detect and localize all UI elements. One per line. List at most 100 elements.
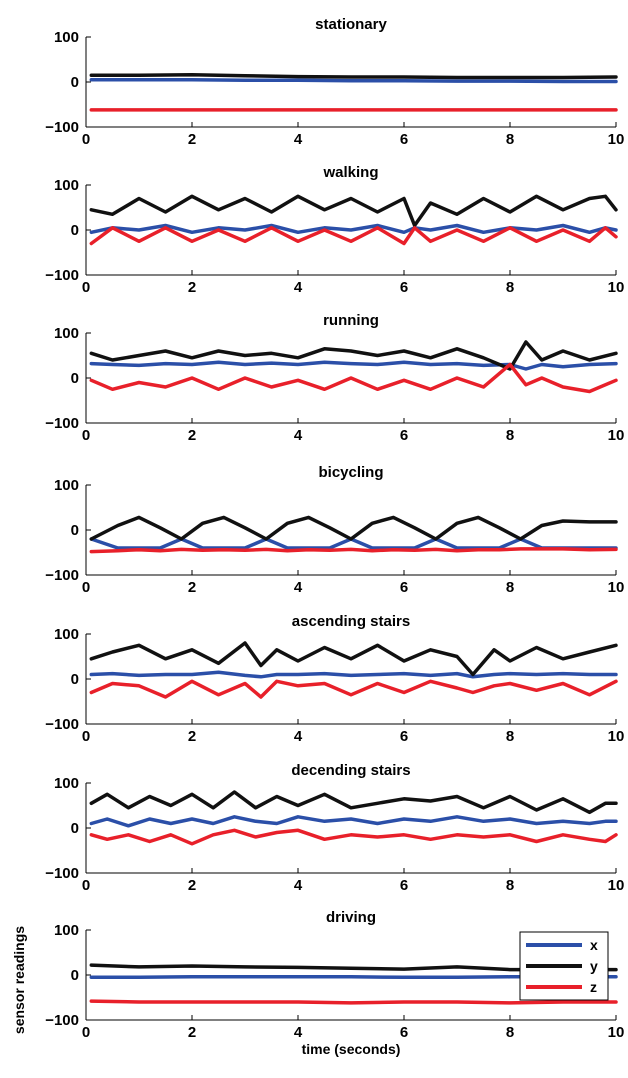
y-tick-label: −100	[45, 716, 79, 733]
series-line-y	[89, 790, 618, 815]
subplot-title: walking	[322, 164, 378, 181]
x-tick-label: 2	[188, 877, 196, 894]
y-tick-label: −100	[45, 567, 79, 584]
y-tick-label: 0	[71, 820, 79, 837]
x-tick-label: 10	[608, 728, 625, 745]
x-tick-label: 4	[294, 427, 303, 444]
y-tick-label: 100	[54, 29, 79, 46]
y-tick-label: 100	[54, 325, 79, 342]
x-tick-label: 10	[608, 579, 625, 596]
x-tick-label: 2	[188, 1024, 196, 1041]
x-tick-label: 6	[400, 1024, 408, 1041]
legend-label-z: z	[590, 979, 597, 995]
series-line-y	[89, 641, 618, 677]
subplot-title: stationary	[315, 16, 387, 33]
y-tick-label: −100	[45, 119, 79, 136]
y-axis-label: sensor readings	[11, 926, 27, 1034]
x-tick-label: 6	[400, 279, 408, 296]
y-tick-label: 0	[71, 522, 79, 539]
subplot-title: ascending stairs	[292, 613, 410, 630]
x-tick-label: 6	[400, 728, 408, 745]
series-line-x	[89, 670, 618, 679]
series-line-x	[89, 78, 618, 84]
x-tick-label: 8	[506, 1024, 514, 1041]
x-tick-label: 10	[608, 279, 625, 296]
series-line-z	[89, 226, 618, 246]
x-tick-label: 4	[294, 131, 303, 148]
x-tick-label: 6	[400, 579, 408, 596]
x-tick-label: 8	[506, 579, 514, 596]
x-tick-label: 2	[188, 131, 196, 148]
x-tick-label: 2	[188, 728, 196, 745]
x-tick-label: 6	[400, 131, 408, 148]
series-line-y	[89, 515, 618, 541]
series-line-x	[89, 815, 618, 828]
series-line-z	[89, 679, 618, 699]
x-tick-label: 2	[188, 579, 196, 596]
series-line-z	[89, 999, 618, 1005]
x-tick-label: 2	[188, 427, 196, 444]
x-tick-label: 2	[188, 279, 196, 296]
series-line-y	[89, 340, 618, 371]
x-tick-label: 10	[608, 427, 625, 444]
x-tick-label: 0	[82, 728, 90, 745]
y-tick-label: 100	[54, 477, 79, 494]
series-line-x	[89, 223, 618, 235]
x-tick-label: 4	[294, 877, 303, 894]
series-line-x	[89, 360, 618, 371]
y-tick-label: −100	[45, 415, 79, 432]
legend-label-y: y	[590, 958, 598, 974]
y-tick-label: −100	[45, 1012, 79, 1029]
subplot-title: bicycling	[318, 464, 383, 481]
x-tick-label: 4	[294, 728, 303, 745]
x-tick-label: 8	[506, 279, 514, 296]
series-line-x	[89, 537, 618, 550]
x-tick-label: 0	[82, 877, 90, 894]
y-tick-label: 100	[54, 626, 79, 643]
x-tick-label: 10	[608, 1024, 625, 1041]
x-tick-label: 4	[294, 1024, 303, 1041]
x-tick-label: 8	[506, 427, 514, 444]
y-tick-label: 0	[71, 967, 79, 984]
subplot-title: running	[323, 312, 379, 329]
subplot-title: decending stairs	[291, 762, 410, 779]
y-tick-label: 0	[71, 222, 79, 239]
x-tick-label: 8	[506, 877, 514, 894]
series-line-y	[89, 73, 618, 80]
series-line-z	[89, 547, 618, 554]
x-tick-label: 8	[506, 728, 514, 745]
x-tick-label: 0	[82, 131, 90, 148]
legend-label-x: x	[590, 937, 598, 953]
y-tick-label: 0	[71, 671, 79, 688]
x-tick-label: 4	[294, 579, 303, 596]
y-tick-label: 100	[54, 922, 79, 939]
x-axis-label: time (seconds)	[302, 1041, 401, 1057]
x-tick-label: 0	[82, 279, 90, 296]
series-line-z	[89, 362, 618, 394]
x-tick-label: 0	[82, 427, 90, 444]
series-line-y	[89, 194, 618, 228]
series-line-z	[89, 828, 618, 846]
x-tick-label: 6	[400, 877, 408, 894]
x-tick-label: 6	[400, 427, 408, 444]
x-tick-label: 8	[506, 131, 514, 148]
x-tick-label: 10	[608, 877, 625, 894]
subplot-title: driving	[326, 909, 376, 926]
y-tick-label: −100	[45, 267, 79, 284]
x-tick-label: 4	[294, 279, 303, 296]
y-tick-label: −100	[45, 865, 79, 882]
x-tick-label: 10	[608, 131, 625, 148]
x-tick-label: 0	[82, 579, 90, 596]
y-tick-label: 100	[54, 177, 79, 194]
y-tick-label: 0	[71, 370, 79, 387]
y-tick-label: 100	[54, 775, 79, 792]
y-tick-label: 0	[71, 74, 79, 91]
x-tick-label: 0	[82, 1024, 90, 1041]
